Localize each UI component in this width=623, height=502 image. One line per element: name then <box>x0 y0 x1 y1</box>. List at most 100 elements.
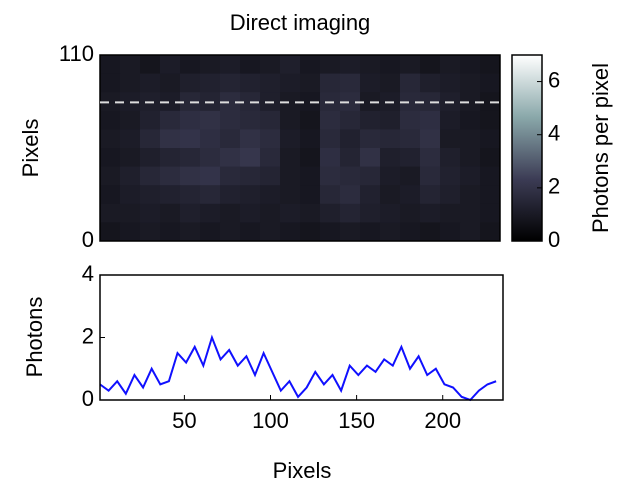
heat-cell <box>440 73 461 93</box>
heat-cell <box>240 110 261 130</box>
heat-cell <box>380 166 401 186</box>
heat-cell <box>340 92 361 112</box>
heat-cell <box>480 185 501 205</box>
heat-cell <box>460 129 481 149</box>
heat-cell <box>360 203 381 223</box>
heat-cell <box>100 148 121 168</box>
heat-cell <box>380 222 401 242</box>
heat-cell <box>460 166 481 186</box>
heat-cell <box>460 73 481 93</box>
heat-cell <box>400 166 421 186</box>
heat-cell <box>460 148 481 168</box>
heat-cell <box>260 73 281 93</box>
heat-cell <box>100 222 121 242</box>
x-label: Pixels <box>273 458 332 483</box>
heat-cell <box>320 73 341 93</box>
heat-cell <box>100 110 121 130</box>
heat-cell <box>380 55 401 75</box>
heat-cell <box>100 55 121 75</box>
heat-cell <box>140 185 161 205</box>
heat-cell <box>360 129 381 149</box>
heat-cell <box>420 73 441 93</box>
heat-cell <box>160 222 181 242</box>
heat-cell <box>240 73 261 93</box>
heat-cell <box>420 110 441 130</box>
heat-cell <box>280 203 301 223</box>
heat-cell <box>260 203 281 223</box>
heat-cell <box>440 55 461 75</box>
x-tick-label: 100 <box>252 408 289 433</box>
heat-cell <box>280 110 301 130</box>
heat-cell <box>140 148 161 168</box>
heat-cell <box>480 55 501 75</box>
heat-cell <box>160 166 181 186</box>
heat-cell <box>340 222 361 242</box>
heat-cell <box>440 203 461 223</box>
heat-cell <box>140 55 161 75</box>
heat-cell <box>280 55 301 75</box>
heat-cell <box>360 73 381 93</box>
colorbar-tick-label: 6 <box>548 67 560 92</box>
heat-cell <box>360 222 381 242</box>
heat-cell <box>400 129 421 149</box>
heat-cell <box>280 185 301 205</box>
heat-cell <box>260 222 281 242</box>
heat-cell <box>100 92 121 112</box>
heat-cell <box>440 166 461 186</box>
colorbar-label: Photons per pixel <box>588 63 613 233</box>
heat-cell <box>400 185 421 205</box>
line <box>99 334 497 402</box>
heat-cell <box>240 148 261 168</box>
heat-cell <box>160 203 181 223</box>
heat-cell <box>200 203 221 223</box>
heat-cell <box>300 166 321 186</box>
heat-cell <box>300 110 321 130</box>
y-tick-label: 0 <box>82 386 94 411</box>
heat-cell <box>320 129 341 149</box>
x-tick-label: 200 <box>424 408 461 433</box>
heat-cell <box>400 148 421 168</box>
heat-cell <box>360 148 381 168</box>
heat-cell <box>120 166 141 186</box>
heat-cell <box>420 166 441 186</box>
heat-cell <box>180 148 201 168</box>
heat-cell <box>460 92 481 112</box>
heat-cell <box>340 73 361 93</box>
title: Direct imaging <box>230 10 371 35</box>
heat-cell <box>300 185 321 205</box>
heat-cell <box>240 203 261 223</box>
heat-cell <box>260 185 281 205</box>
heat-cell <box>260 166 281 186</box>
heat-cell <box>220 203 241 223</box>
heat-cell <box>440 110 461 130</box>
heat-cell <box>340 148 361 168</box>
heat-cell <box>280 92 301 112</box>
heat-cell <box>300 73 321 93</box>
heat-cell <box>360 110 381 130</box>
heat-cell <box>200 222 221 242</box>
heat-cell <box>120 110 141 130</box>
heat-cell <box>480 129 501 149</box>
heat-cell <box>140 110 161 130</box>
heat-cell <box>160 110 181 130</box>
heat-cell <box>480 222 501 242</box>
heat-cell <box>100 185 121 205</box>
heat-cell <box>300 148 321 168</box>
heat-cell <box>180 222 201 242</box>
heat-cell <box>380 129 401 149</box>
heat-cell <box>140 166 161 186</box>
heat-cell <box>260 55 281 75</box>
heat-cell <box>180 185 201 205</box>
heat-cell <box>400 73 421 93</box>
heat-cell <box>180 110 201 130</box>
heat-cell <box>100 166 121 186</box>
heat-cell <box>380 148 401 168</box>
heat-cell <box>140 222 161 242</box>
heat-cell <box>200 73 221 93</box>
heat-cell <box>480 148 501 168</box>
heat-cell <box>160 55 181 75</box>
colorbar-tick-label: 4 <box>548 121 560 146</box>
heat-cell <box>380 185 401 205</box>
heat-cell <box>320 110 341 130</box>
